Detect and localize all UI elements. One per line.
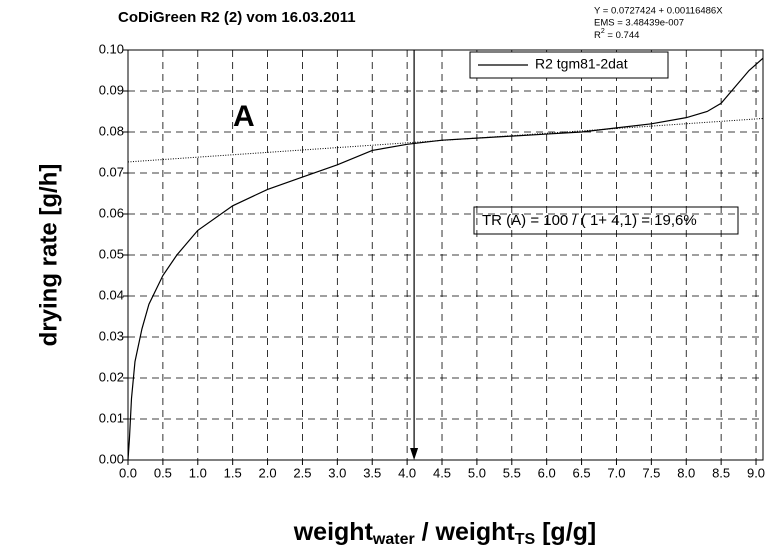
x-tick-label: 9.0 [747, 465, 765, 480]
y-tick-label: 0.00 [99, 451, 124, 466]
y-tick-label: 0.08 [99, 123, 124, 138]
chart-title: CoDiGreen R2 (2) vom 16.03.2011 [118, 9, 356, 26]
x-tick-label: 7.0 [607, 465, 625, 480]
x-tick-label: 8.5 [712, 465, 730, 480]
x-tick-label: 4.0 [398, 465, 416, 480]
y-tick-label: 0.10 [99, 41, 124, 56]
x-tick-label: 7.5 [642, 465, 660, 480]
x-tick-label: 3.0 [328, 465, 346, 480]
y-tick-label: 0.09 [99, 82, 124, 97]
data-line [127, 57, 764, 461]
fit-equation: Y = 0.0727424 + 0.00116486X [594, 6, 723, 17]
x-tick-label: 5.5 [503, 465, 521, 480]
y-tick-label: 0.02 [99, 369, 124, 384]
legend-label: R2 tgm81-2dat [535, 56, 628, 72]
x-tick-label: 0.5 [154, 465, 172, 480]
arrow-head [410, 448, 419, 460]
y-tick-label: 0.06 [99, 205, 124, 220]
x-tick-label: 6.5 [573, 465, 591, 480]
y-tick-label: 0.05 [99, 246, 124, 261]
annotation-box [473, 206, 739, 235]
x-tick-label: 2.5 [293, 465, 311, 480]
y-tick-label: 0.01 [99, 410, 124, 425]
x-tick-label: 8.0 [677, 465, 695, 480]
annotation-a: A [233, 100, 255, 133]
x-tick-label: 2.0 [259, 465, 277, 480]
x-tick-label: 0.0 [119, 465, 137, 480]
y-tick-label: 0.03 [99, 328, 124, 343]
x-axis-label: weightwater / weightTS [g/g] [293, 518, 597, 549]
fit-r2: R2 = 0.744 [594, 28, 639, 41]
x-tick-label: 4.5 [433, 465, 451, 480]
fit-ems: EMS = 3.48439e-007 [594, 18, 684, 29]
y-tick-label: 0.04 [99, 287, 124, 302]
plot-frame [127, 49, 764, 461]
y-axis-label: drying rate [g/h] [35, 164, 62, 347]
x-tick-label: 3.5 [363, 465, 381, 480]
x-tick-label: 6.0 [538, 465, 556, 480]
x-tick-label: 1.0 [189, 465, 207, 480]
x-tick-label: 1.5 [224, 465, 242, 480]
annotation-tr: TR (A) = 100 / ( 1+ 4,1) = 19,6% [482, 212, 697, 229]
y-tick-label: 0.07 [99, 164, 124, 179]
x-tick-label: 5.0 [468, 465, 486, 480]
